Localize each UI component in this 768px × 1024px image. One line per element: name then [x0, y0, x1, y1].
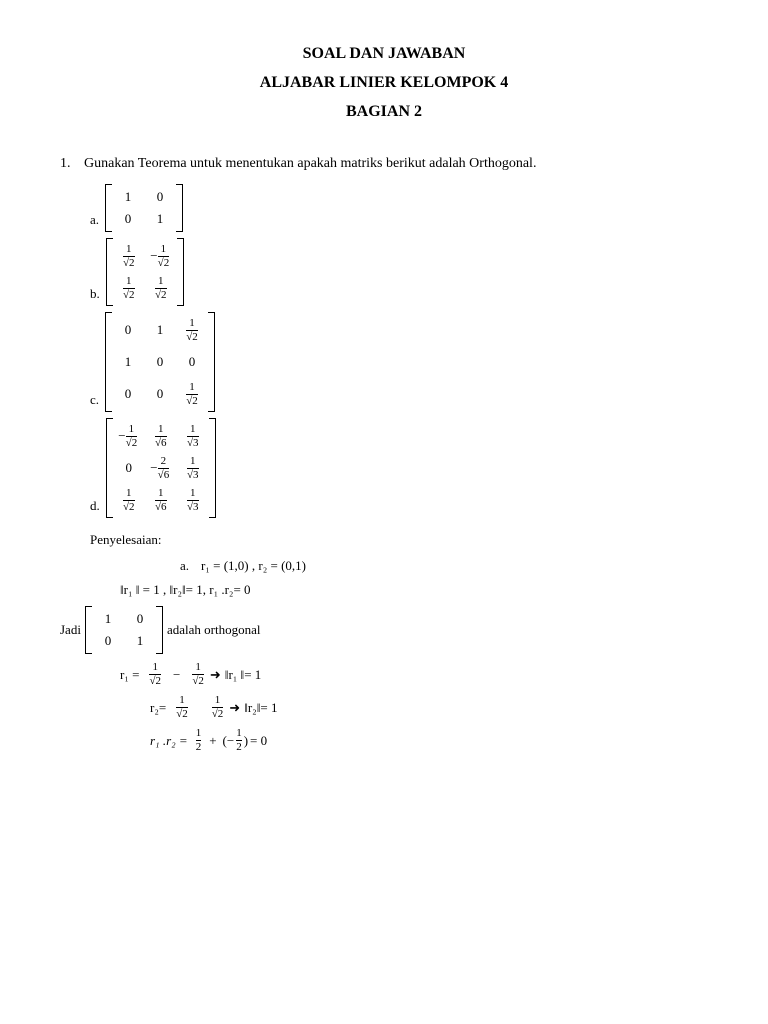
solution-label: Penyelesaian:	[90, 532, 708, 548]
sol-a-norms: ‖r₁ ‖ = 1 , ‖r₂‖= 1, r₁ .r₂= 0	[120, 582, 708, 598]
sol-a-jadi: Jadi 10 01 adalah orthogonal	[60, 606, 708, 654]
label-a: a.	[90, 212, 99, 232]
matrix-a: 1 0 0 1	[105, 184, 183, 232]
title-line-1: SOAL DAN JAWABAN	[60, 40, 708, 69]
matrix-d-row: d. −12 0 12 16 −26 16 13 13 13	[90, 418, 708, 518]
sol-b-r1: r₁ = 12 − 12 ➜ ‖r₁ ‖= 1	[120, 662, 708, 687]
matrix-c-row: c. 010 100 12 0 12	[90, 312, 708, 412]
sol-b-dot: r₁ .r₂ = 12 + (− 12 ) = 0	[150, 728, 708, 753]
matrix-a-row: a. 1 0 0 1	[90, 184, 708, 232]
question-1: 1. Gunakan Teorema untuk menentukan apak…	[60, 156, 708, 172]
title-line-2: ALJABAR LINIER KELOMPOK 4	[60, 69, 708, 98]
label-c: c.	[90, 392, 99, 412]
label-b: b.	[90, 286, 100, 306]
question-number: 1.	[60, 156, 84, 172]
question-text: Gunakan Teorema untuk menentukan apakah …	[84, 156, 536, 172]
label-d: d.	[90, 498, 100, 518]
title-block: SOAL DAN JAWABAN ALJABAR LINIER KELOMPOK…	[60, 40, 708, 126]
matrix-c: 010 100 12 0 12	[105, 312, 215, 412]
title-line-3: BAGIAN 2	[60, 98, 708, 127]
sol-a-def: a. r₁ = (1,0) , r₂ = (0,1)	[180, 558, 708, 574]
matrix-b: 12 12 −12 12	[106, 238, 184, 306]
sol-b-r2: r₂= 12 12 ➜ ‖r₂‖= 1	[150, 695, 708, 720]
matrix-b-row: b. 12 12 −12 12	[90, 238, 708, 306]
matrix-d: −12 0 12 16 −26 16 13 13 13	[106, 418, 216, 518]
